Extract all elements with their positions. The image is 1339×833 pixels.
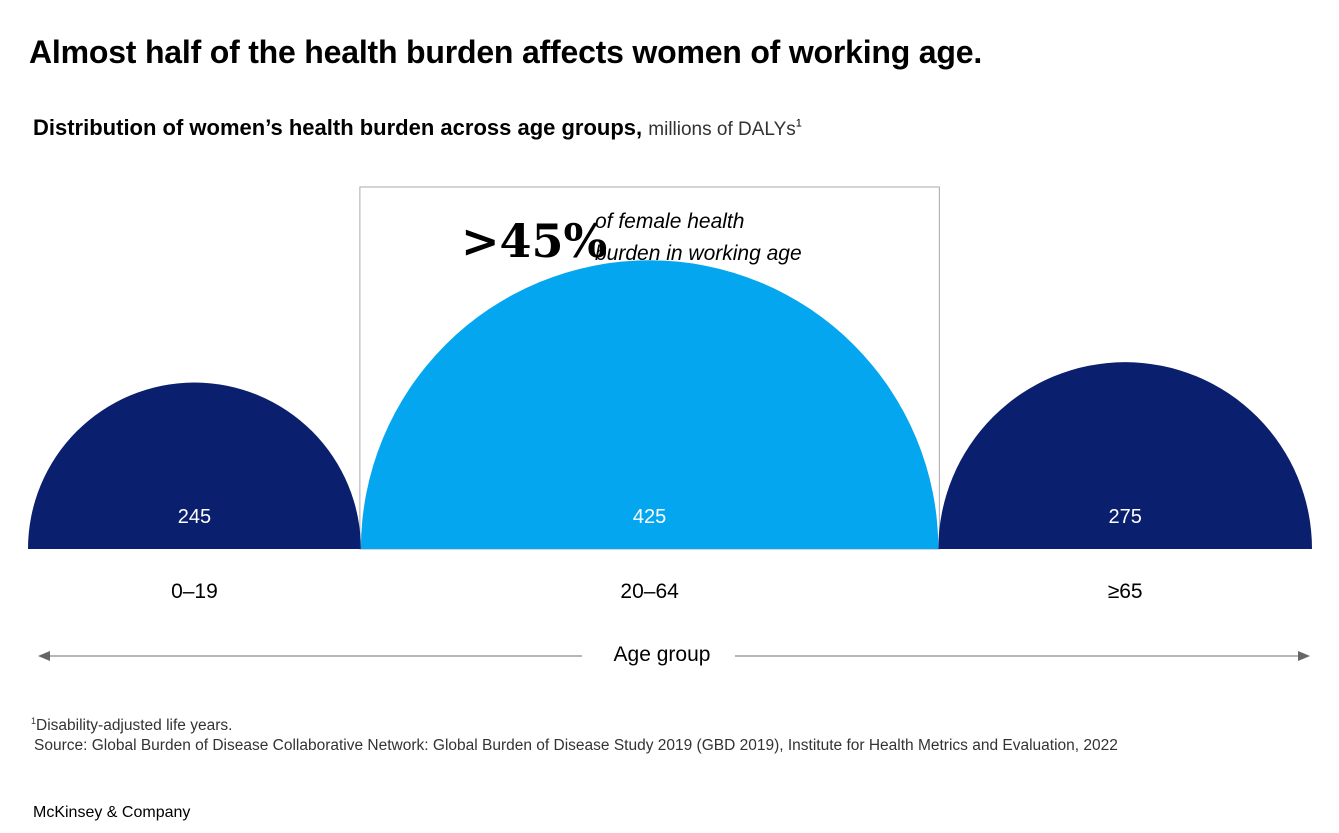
subtitle-footnote-marker: 1 [795,117,802,130]
category-label-20-64: 20–64 [620,580,679,603]
brand-name: McKinsey & Company [33,804,191,821]
subtitle-unit: millions of DALYs [648,119,796,140]
x-axis-label: Age group [614,643,711,666]
source-text: Source: Global Burden of Disease Collabo… [34,737,1118,755]
footnote-text: Disability-adjusted life years. [36,717,233,735]
category-label-0-19: 0–19 [171,580,218,603]
axis-arrow-left [38,651,50,661]
value-label-20-64: 425 [633,506,666,528]
value-label-0-19: 245 [178,506,211,528]
subtitle-main: Distribution of women’s health burden ac… [33,115,643,140]
axis-arrow-right [1298,651,1310,661]
annotation-line-2: burden in working age [595,242,802,265]
category-label-65-plus: ≥65 [1108,580,1143,603]
chart-canvas: 245 0–19 425 20–64 275 ≥65 >45%of female healt… [28,186,1312,666]
semicircle-0-19 [28,382,361,549]
annotation-line-1: of female health [595,210,744,233]
chart-title: Almost half of the health burden affects… [29,34,983,70]
annotation-percent: >45% [461,214,607,268]
value-label-65-plus: 275 [1108,506,1141,528]
chart-subtitle: Distribution of women’s health burden ac… [33,115,802,141]
semicircle-20-64 [360,260,939,549]
semicircle-65-plus [938,362,1312,549]
footnote: 1Disability-adjusted life years. Source:… [31,711,1118,756]
footnote-marker: 1 [31,716,37,726]
